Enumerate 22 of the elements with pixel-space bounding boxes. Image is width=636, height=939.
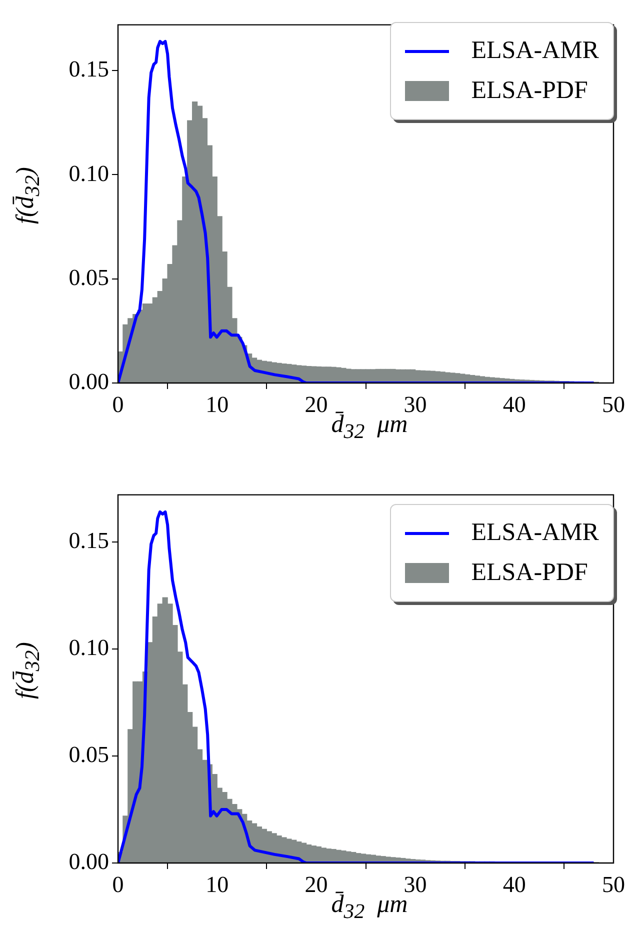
x-tick-label: 20	[304, 392, 328, 417]
y-tick-label: 0.00	[68, 369, 109, 394]
y-tick-label: 0.00	[68, 849, 109, 874]
x-tick-label: 10	[206, 872, 229, 897]
y-tick-label: 0.05	[68, 264, 109, 290]
x-tick-label: 10	[206, 392, 229, 417]
y-tick-label: 0.10	[68, 634, 109, 660]
y-tick-label: 0.15	[68, 56, 109, 82]
legend-label: ELSA-PDF	[471, 77, 588, 105]
legend-label: ELSA-AMR	[471, 37, 599, 65]
x-tick-label: 0	[112, 392, 124, 417]
x-tick-label: 40	[502, 392, 526, 417]
y-tick-label: 0.15	[68, 528, 109, 553]
legend-label: ELSA-PDF	[471, 559, 588, 587]
x-tick-label: 0	[112, 872, 124, 897]
x-tick-label: 20	[304, 872, 328, 897]
y-tick-label: 0.05	[68, 742, 109, 768]
x-tick-label: 50	[602, 872, 625, 897]
x-tick-label: 40	[502, 872, 526, 897]
legend-label: ELSA-AMR	[471, 519, 599, 547]
y-tick-label: 0.10	[68, 160, 109, 186]
x-tick-label: 50	[602, 392, 625, 417]
